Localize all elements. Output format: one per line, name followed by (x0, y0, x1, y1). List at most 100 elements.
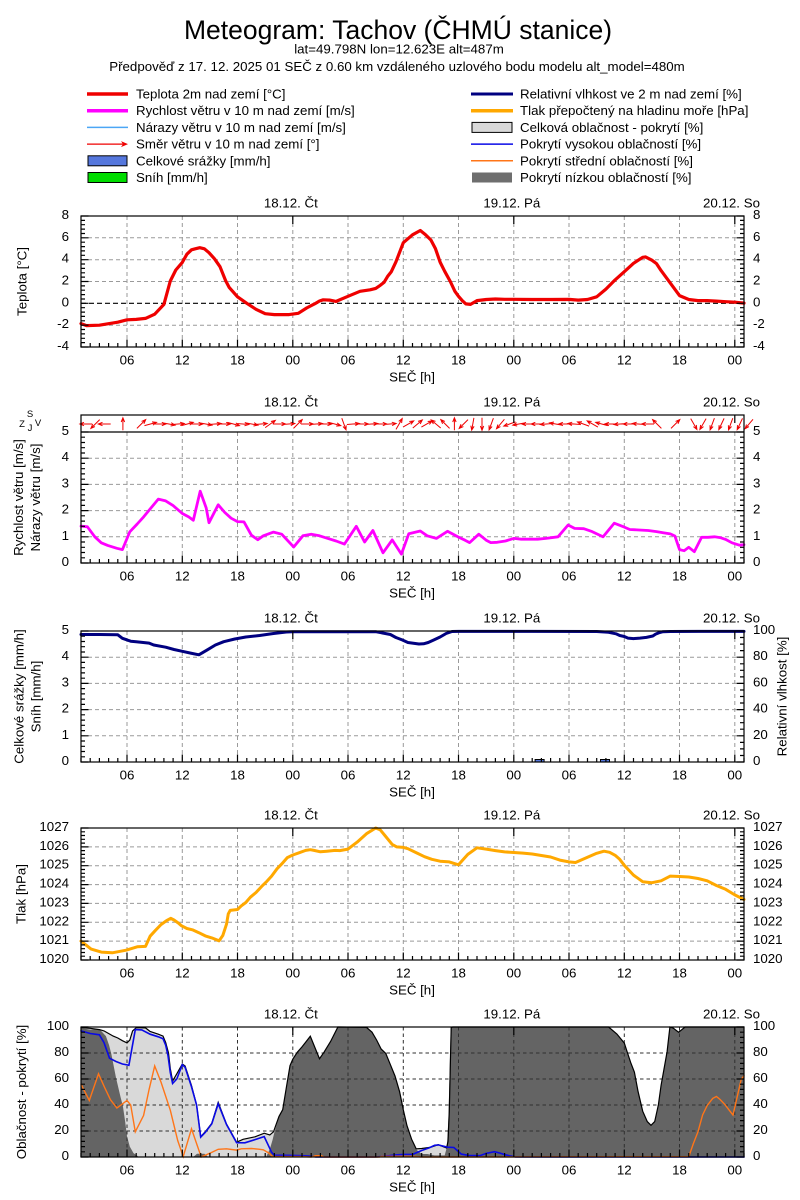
svg-text:1022: 1022 (753, 913, 783, 928)
svg-text:1023: 1023 (39, 894, 69, 909)
svg-text:18: 18 (230, 768, 245, 783)
svg-text:S: S (27, 409, 33, 420)
svg-text:18: 18 (672, 569, 687, 584)
svg-text:00: 00 (727, 966, 742, 981)
svg-text:1: 1 (62, 727, 69, 742)
svg-text:60: 60 (753, 674, 768, 689)
svg-text:20.12. So: 20.12. So (703, 1007, 760, 1022)
svg-text:18.12. Čt: 18.12. Čt (264, 808, 318, 823)
svg-text:40: 40 (54, 1096, 69, 1111)
svg-text:06: 06 (341, 1163, 356, 1178)
svg-text:20: 20 (753, 1122, 768, 1137)
svg-text:3: 3 (753, 475, 760, 490)
svg-text:6: 6 (62, 229, 69, 244)
svg-text:12: 12 (396, 1163, 411, 1178)
svg-text:4: 4 (62, 251, 69, 266)
svg-text:0: 0 (753, 753, 760, 768)
svg-text:2: 2 (753, 502, 760, 517)
svg-text:06: 06 (120, 569, 135, 584)
svg-text:12: 12 (396, 569, 411, 584)
svg-text:4: 4 (753, 251, 760, 266)
svg-text:06: 06 (120, 768, 135, 783)
svg-text:Celková oblačnost - pokrytí [%: Celková oblačnost - pokrytí [%] (520, 120, 703, 135)
svg-text:20.12. So: 20.12. So (703, 196, 760, 211)
svg-text:12: 12 (617, 768, 632, 783)
svg-text:1027: 1027 (753, 819, 783, 834)
svg-text:18: 18 (230, 353, 245, 368)
svg-text:1024: 1024 (753, 876, 783, 891)
svg-text:18: 18 (230, 966, 245, 981)
svg-text:00: 00 (727, 1163, 742, 1178)
svg-text:00: 00 (506, 966, 521, 981)
svg-text:8: 8 (753, 207, 760, 222)
svg-text:lat=49.798N lon=12.623E alt=48: lat=49.798N lon=12.623E alt=487m (294, 42, 504, 57)
svg-text:Rychlost větru [m/s]: Rychlost větru [m/s] (11, 439, 26, 556)
svg-text:06: 06 (341, 966, 356, 981)
svg-text:20.12. So: 20.12. So (703, 611, 760, 626)
svg-text:SEČ [h]: SEČ [h] (389, 785, 435, 800)
svg-text:Rychlost větru v 10 m nad zemí: Rychlost větru v 10 m nad zemí [m/s] (136, 103, 355, 118)
svg-text:06: 06 (562, 1163, 577, 1178)
svg-text:06: 06 (120, 966, 135, 981)
svg-text:19.12. Pá: 19.12. Pá (483, 611, 541, 626)
svg-text:3: 3 (62, 674, 69, 689)
svg-text:06: 06 (562, 768, 577, 783)
svg-text:20: 20 (54, 1122, 69, 1137)
svg-text:V: V (35, 418, 42, 429)
svg-text:1027: 1027 (39, 819, 69, 834)
svg-text:Celkové srážky [mm/h]: Celkové srážky [mm/h] (136, 153, 270, 168)
svg-text:-2: -2 (57, 316, 69, 331)
svg-text:-2: -2 (753, 316, 765, 331)
svg-text:20.12. So: 20.12. So (703, 808, 760, 823)
svg-text:Oblačnost - pokrytí [%]: Oblačnost - pokrytí [%] (14, 1025, 29, 1160)
svg-text:12: 12 (396, 353, 411, 368)
svg-text:12: 12 (396, 966, 411, 981)
svg-text:Předpověď z 17. 12. 2025 01 SE: Předpověď z 17. 12. 2025 01 SEČ z 0.60 k… (109, 59, 685, 74)
svg-text:1021: 1021 (753, 932, 783, 947)
svg-text:Relativní vlhkost [%]: Relativní vlhkost [%] (775, 637, 790, 757)
svg-text:Tlak [hPa]: Tlak [hPa] (14, 864, 29, 924)
svg-text:06: 06 (562, 966, 577, 981)
svg-text:19.12. Pá: 19.12. Pá (483, 1007, 541, 1022)
svg-text:0: 0 (62, 753, 69, 768)
svg-text:06: 06 (120, 353, 135, 368)
svg-text:0: 0 (753, 554, 760, 569)
svg-text:Meteogram: Tachov (ČHMÚ stanic: Meteogram: Tachov (ČHMÚ stanice) (184, 15, 612, 45)
svg-text:0: 0 (62, 554, 69, 569)
svg-text:00: 00 (727, 768, 742, 783)
svg-text:100: 100 (753, 622, 775, 637)
svg-text:80: 80 (54, 1044, 69, 1059)
svg-text:0: 0 (62, 294, 69, 309)
svg-text:00: 00 (285, 353, 300, 368)
svg-text:40: 40 (753, 701, 768, 716)
svg-text:Sníh [mm/h]: Sníh [mm/h] (136, 170, 208, 185)
svg-text:1024: 1024 (39, 876, 69, 891)
svg-text:18.12. Čt: 18.12. Čt (264, 1007, 318, 1022)
svg-text:Relativní vlhkost ve 2 m nad z: Relativní vlhkost ve 2 m nad zemí [%] (520, 87, 742, 102)
svg-text:18: 18 (451, 353, 466, 368)
svg-text:5: 5 (753, 423, 760, 438)
svg-text:SEČ [h]: SEČ [h] (389, 983, 435, 998)
svg-text:18: 18 (230, 569, 245, 584)
svg-text:100: 100 (47, 1018, 69, 1033)
svg-text:1023: 1023 (753, 894, 783, 909)
svg-text:2: 2 (753, 273, 760, 288)
svg-text:19.12. Pá: 19.12. Pá (483, 196, 541, 211)
svg-text:SEČ [h]: SEČ [h] (389, 370, 435, 385)
svg-text:00: 00 (506, 768, 521, 783)
svg-text:60: 60 (753, 1070, 768, 1085)
svg-text:00: 00 (285, 569, 300, 584)
svg-text:12: 12 (175, 1163, 190, 1178)
svg-text:Sníh [mm/h]: Sníh [mm/h] (28, 661, 43, 733)
svg-text:12: 12 (396, 768, 411, 783)
svg-text:06: 06 (341, 353, 356, 368)
svg-text:2: 2 (62, 701, 69, 716)
svg-text:12: 12 (175, 353, 190, 368)
svg-text:-4: -4 (57, 338, 69, 353)
svg-text:18: 18 (451, 966, 466, 981)
svg-text:SEČ [h]: SEČ [h] (389, 1180, 435, 1195)
svg-text:80: 80 (753, 1044, 768, 1059)
svg-text:Tlak přepočtený na hladinu moř: Tlak přepočtený na hladinu moře [hPa] (520, 103, 748, 118)
svg-text:06: 06 (120, 1163, 135, 1178)
svg-text:5: 5 (62, 622, 69, 637)
